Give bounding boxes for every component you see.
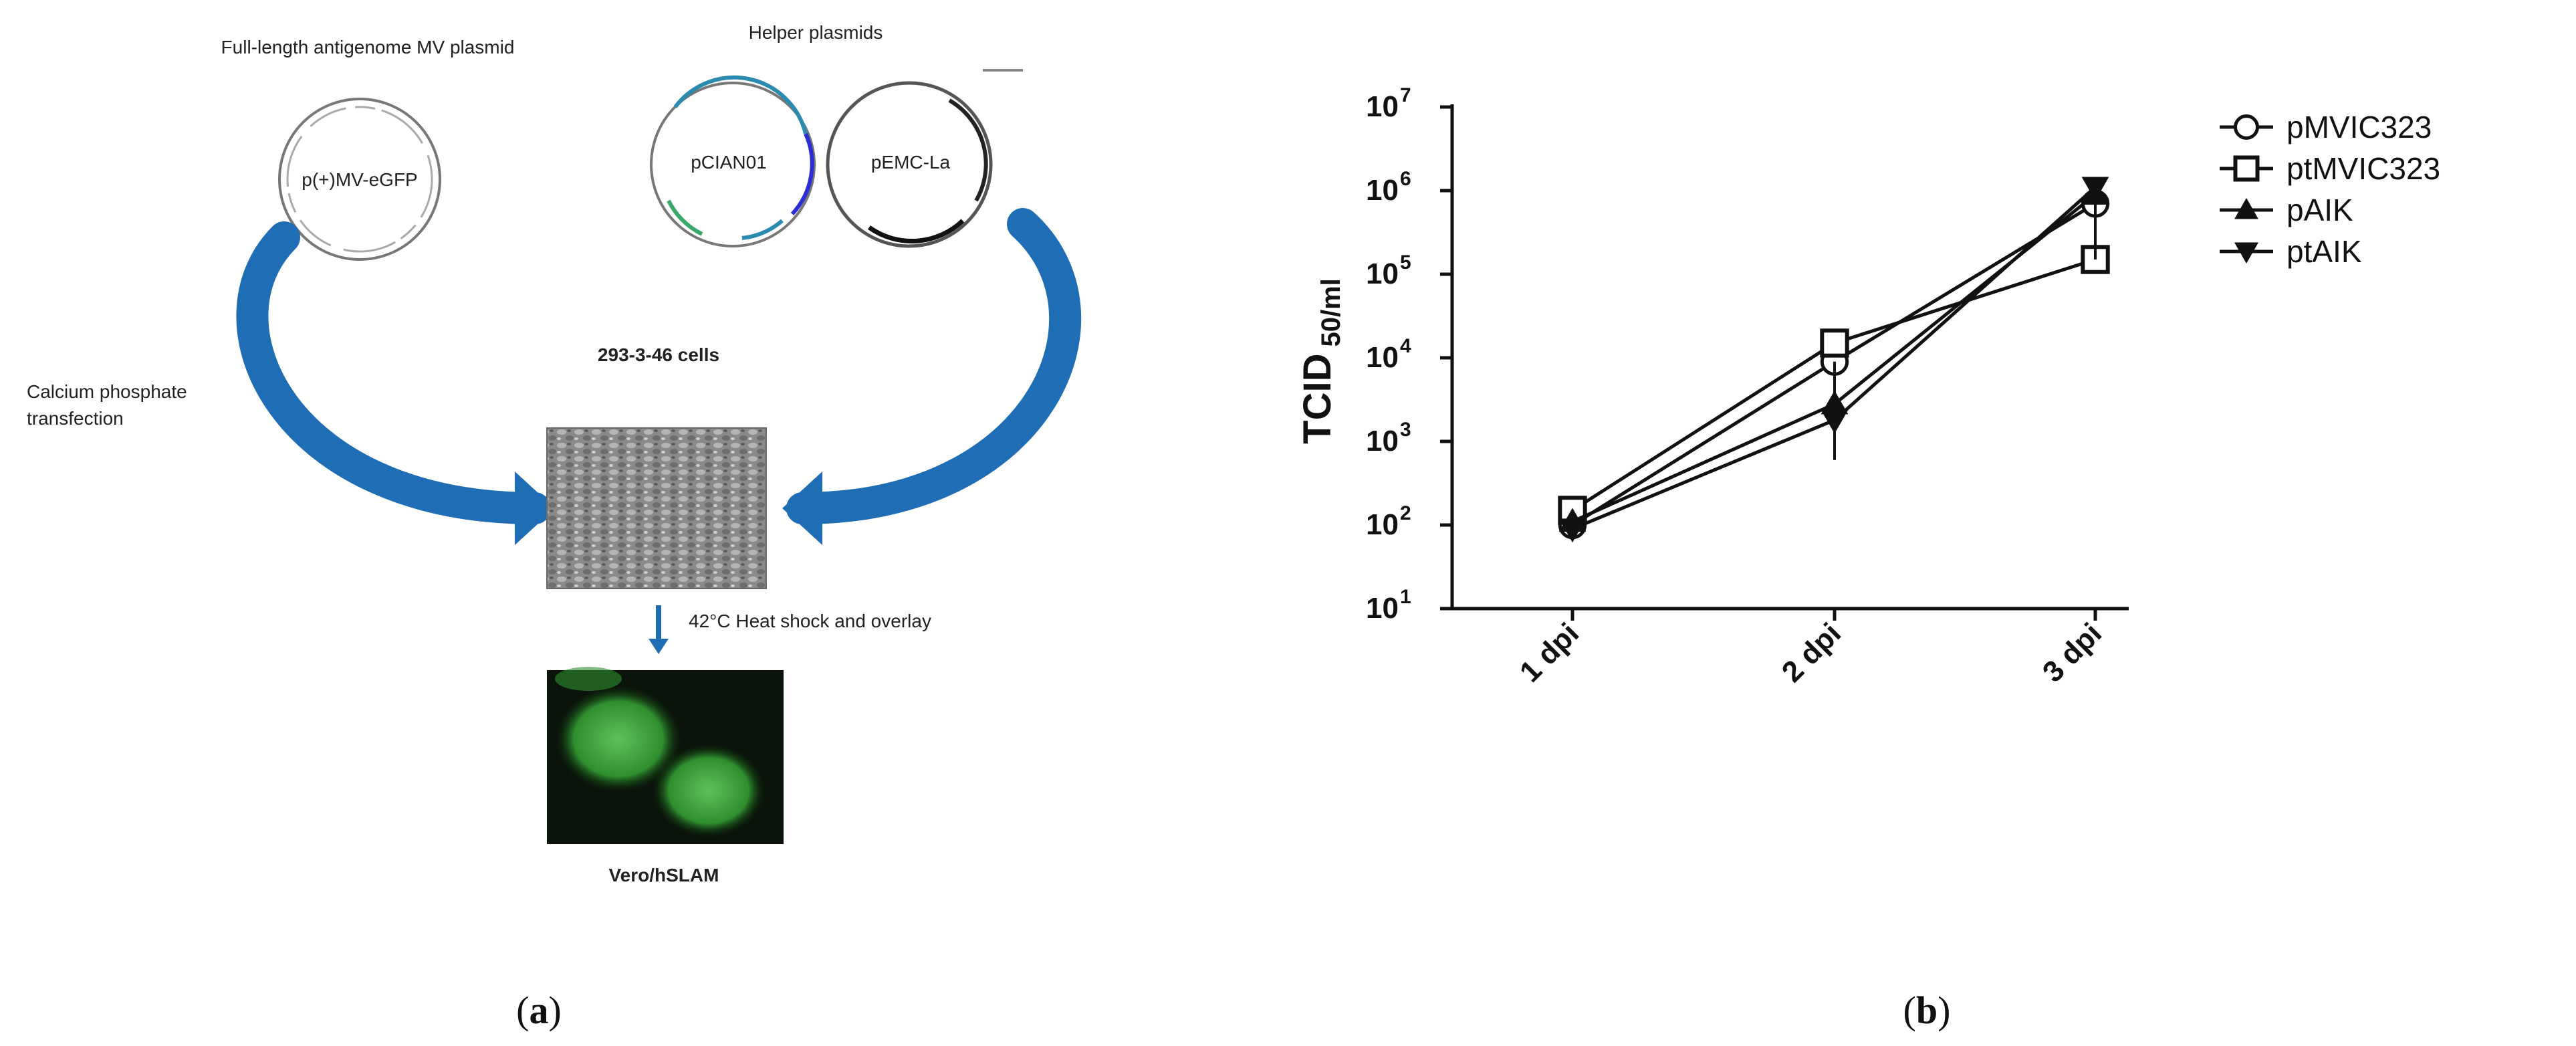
- panel-b-letter: (b): [1903, 988, 1951, 1032]
- y-tick-exponent: 2: [1400, 502, 1411, 524]
- plasmid-main-circle: [278, 98, 441, 261]
- legend-label: ptMVIC323: [2287, 151, 2440, 186]
- y-tick-label: 10: [1366, 508, 1399, 541]
- y-tick-label: 10: [1366, 592, 1399, 625]
- y-tick-label: 10: [1366, 425, 1399, 457]
- legend-label: ptAIK: [2287, 234, 2362, 269]
- y-tick-exponent: 6: [1400, 168, 1411, 190]
- heat-shock-label: 42°C Heat shock and overlay: [689, 611, 931, 631]
- right-arrow-head: [782, 472, 822, 545]
- helper-plasmid-2-label: pEMC-La: [871, 152, 951, 173]
- left-arrow-head: [515, 472, 555, 545]
- y-tick-label: 10: [1366, 257, 1399, 290]
- fluorescence-image: [547, 667, 784, 844]
- y-tick-exponent: 5: [1400, 251, 1411, 274]
- legend-marker: [2234, 242, 2258, 264]
- vero-label: Vero/hSLAM: [609, 865, 719, 885]
- legend-label: pAIK: [2287, 193, 2353, 227]
- panel-a: Full-length antigenome MV plasmid Helper…: [27, 22, 1081, 1032]
- x-tick-label: 3 dpi: [2036, 617, 2108, 688]
- helper-plasmid-1-circle: [650, 75, 816, 247]
- transfection-label-line2: transfection: [27, 408, 124, 429]
- y-tick-exponent: 3: [1400, 419, 1411, 441]
- y-tick-label: 10: [1366, 90, 1399, 123]
- y-tick-exponent: 4: [1400, 335, 1411, 357]
- cells-label: 293-3-46 cells: [598, 344, 719, 365]
- helper-title: Helper plasmids: [749, 22, 883, 43]
- legend-marker: [2234, 198, 2258, 219]
- y-tick-label: 10: [1366, 341, 1399, 374]
- panel-a-letter: (a): [516, 988, 562, 1032]
- plasmid-title: Full-length antigenome MV plasmid: [221, 37, 515, 58]
- helper-plasmid-1-label: pCIAN01: [691, 152, 767, 173]
- helper-plasmid-2-circle: [826, 81, 993, 248]
- right-curved-arrow: [786, 208, 1081, 524]
- down-arrow-head: [649, 639, 669, 654]
- legend-label: pMVIC323: [2287, 110, 2432, 144]
- x-tick-label: 2 dpi: [1776, 617, 1847, 688]
- y-tick-exponent: 7: [1400, 84, 1411, 106]
- legend-marker: [2233, 155, 2260, 182]
- y-tick-label: 10: [1366, 174, 1399, 207]
- x-tick-label: 1 dpi: [1514, 617, 1585, 688]
- y-tick-exponent: 1: [1400, 586, 1411, 608]
- data-point-ptMVIC323: [1820, 328, 1849, 358]
- transfection-label-line1: Calcium phosphate: [27, 381, 187, 402]
- y-axis-label: TCID50/ml: [1296, 278, 1346, 444]
- data-point-ptAIK: [1558, 518, 1587, 543]
- legend-marker: [2234, 114, 2259, 140]
- plasmid-main-label: p(+)MV-eGFP: [302, 169, 417, 190]
- left-curved-arrow: [236, 221, 551, 524]
- cell-micrograph: [546, 427, 767, 589]
